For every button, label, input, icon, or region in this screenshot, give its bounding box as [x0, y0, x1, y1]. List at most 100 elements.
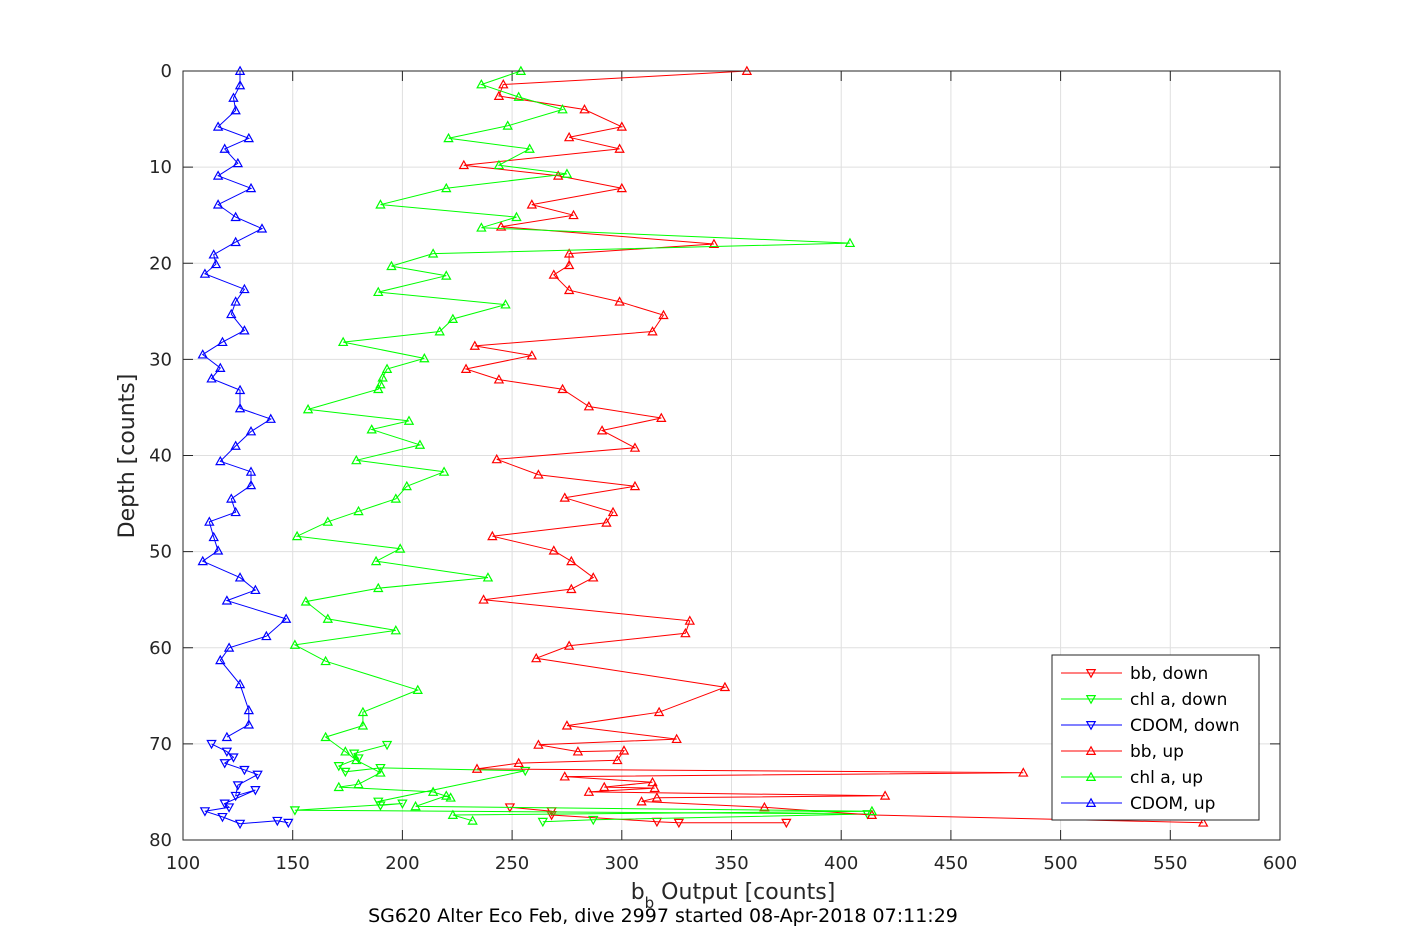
data-point-chl-a-up	[386, 260, 397, 271]
series-bb-up	[458, 65, 1209, 827]
data-point-cdom-up	[256, 223, 268, 233]
data-point-chl-a-up	[373, 286, 384, 297]
data-point-chl-a-down	[375, 801, 386, 811]
data-point-bb-up	[561, 720, 573, 730]
data-point-bb-up	[588, 572, 599, 582]
series-cdom-down	[199, 739, 294, 830]
data-point-bb-up	[469, 340, 481, 350]
caption: SG620 Alter Eco Feb, dive 2997 started 0…	[368, 905, 958, 927]
legend-label: chl a, up	[1130, 768, 1203, 788]
data-point-chl-a-up	[524, 143, 535, 153]
data-point-chl-a-up	[441, 790, 452, 800]
data-point-bb-up	[568, 209, 579, 220]
legend-marker	[1085, 797, 1097, 807]
y-tick-label: 10	[149, 157, 172, 178]
data-point-chl-a-up	[476, 79, 487, 89]
data-point-cdom-down	[219, 759, 230, 769]
data-point-cdom-up	[217, 336, 228, 347]
data-point-cdom-up	[197, 555, 208, 566]
data-point-chl-a-up	[443, 132, 454, 143]
data-point-bb-up	[618, 745, 630, 755]
y-tick-label: 40	[149, 446, 172, 467]
data-point-bb-up	[526, 199, 538, 209]
legend: bb, down chl a, down CDOM, down bb, up chl a…	[1051, 654, 1260, 821]
data-point-bb-up	[583, 401, 595, 411]
data-point-cdom-up	[215, 455, 226, 466]
data-point-bb-up	[563, 259, 575, 270]
legend-entry-bb-up: bb, up	[1061, 742, 1184, 762]
legend-entry-chl-a-up: chl a, up	[1061, 768, 1203, 788]
data-point-cdom-up	[234, 402, 246, 413]
data-point-chl-a-up	[353, 505, 364, 516]
data-point-bb-up	[614, 143, 625, 153]
data-point-cdom-up	[199, 268, 211, 278]
data-point-chl-a-up	[322, 516, 334, 526]
series-line-cdom-up	[201, 71, 288, 738]
data-point-chl-a-up	[322, 613, 334, 623]
data-point-chl-a-up	[381, 363, 393, 373]
data-point-bb-up	[599, 781, 610, 792]
data-point-bb-up	[548, 269, 560, 279]
data-point-bb-up	[548, 545, 560, 555]
data-point-bb-up	[513, 757, 524, 768]
data-point-cdom-up	[245, 182, 257, 193]
data-point-chl-a-up	[320, 655, 331, 666]
data-point-cdom-up	[210, 258, 222, 269]
data-point-cdom-up	[206, 373, 217, 383]
data-point-cdom-up	[208, 249, 219, 259]
data-point-chl-a-up	[493, 159, 505, 170]
legend-marker	[1085, 745, 1097, 755]
legend-label: CDOM, down	[1130, 716, 1240, 736]
data-point-cdom-down	[232, 781, 244, 791]
data-point-cdom-up	[234, 79, 246, 90]
data-point-chl-a-down	[289, 806, 301, 816]
data-point-cdom-up	[280, 613, 292, 623]
data-point-cdom-down	[199, 807, 211, 817]
data-point-cdom-down	[239, 765, 250, 776]
plot-frame	[182, 70, 1281, 841]
data-point-chl-a-up	[351, 754, 362, 765]
data-point-chl-a-up	[866, 805, 878, 816]
data-point-chl-a-up	[390, 493, 402, 503]
data-point-bb-up	[498, 79, 509, 89]
data-point-chl-a-up	[320, 731, 331, 742]
data-point-chl-a-down	[353, 754, 364, 764]
data-point-bb-up	[563, 248, 575, 258]
data-point-cdom-up	[232, 157, 244, 168]
data-point-cdom-up	[250, 584, 261, 595]
data-point-chl-a-up	[337, 336, 349, 347]
y-tick-label: 20	[149, 253, 172, 274]
data-point-bb-up	[566, 583, 577, 594]
x-tick-label: 350	[714, 853, 748, 874]
data-point-bb-up	[572, 746, 584, 756]
data-point-cdom-up	[230, 506, 241, 517]
x-tick-label: 450	[934, 853, 968, 874]
data-point-cdom-up	[239, 283, 250, 294]
data-point-cdom-up	[234, 572, 246, 582]
legend-entry-chl-a-down: chl a, down	[1061, 690, 1227, 710]
data-point-cdom-up	[234, 678, 246, 689]
data-point-bb-down	[781, 818, 792, 829]
data-point-cdom-up	[204, 516, 215, 526]
data-point-chl-a-up	[482, 572, 494, 582]
data-point-cdom-down	[223, 803, 235, 813]
data-point-chl-a-up	[300, 596, 312, 606]
y-tick-label: 50	[149, 542, 172, 563]
data-point-bb-up	[616, 121, 628, 131]
data-point-chl-a-up	[302, 403, 314, 414]
data-point-cdom-up	[219, 143, 230, 153]
x-tick-label: 300	[605, 853, 639, 874]
data-point-bb-up	[651, 792, 663, 802]
data-point-bb-up	[487, 530, 498, 541]
data-point-cdom-up	[265, 413, 276, 423]
data-point-bb-up	[759, 801, 770, 812]
data-point-chl-a-up	[390, 625, 402, 635]
data-point-chl-a-up	[394, 543, 406, 553]
data-point-chl-a-up	[445, 792, 456, 802]
data-point-bb-up	[559, 771, 570, 781]
x-tick-labels: 100 150 200 250 300 350 400 450 500 550 600	[166, 853, 1297, 874]
data-point-cdom-down	[228, 753, 239, 763]
x-axis-title-subscript: b	[645, 894, 655, 912]
data-point-chl-a-up	[557, 104, 568, 114]
data-point-chl-a-down	[348, 749, 360, 759]
